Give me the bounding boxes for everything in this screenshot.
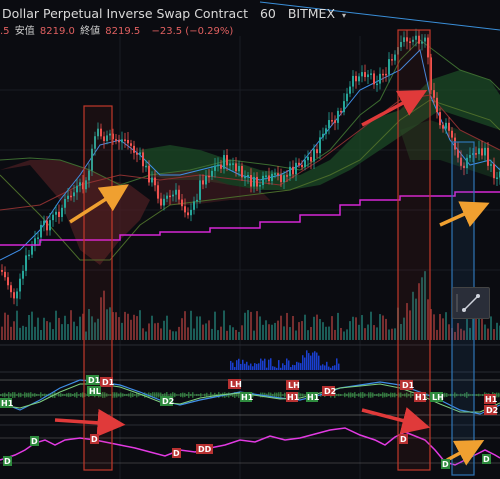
rsi-marker-d-5: D (400, 435, 407, 444)
marker-lh-a: LH (230, 380, 242, 389)
chart-header: Dollar Perpetual Inverse Swap Contract 6… (0, 0, 500, 37)
marker-lh-b: LH (288, 381, 300, 390)
trendline-icon[interactable] (453, 288, 489, 318)
prefix-value: .5 (0, 26, 10, 37)
low-value: 8219.0 (39, 26, 75, 37)
tenkan-line (0, 49, 500, 261)
rsi-marker-d-2: D (4, 457, 11, 466)
marker-h1-b: H1 (241, 393, 254, 402)
marker-d2-b: D2 (324, 387, 336, 396)
close-value: 8219.5 (105, 26, 141, 37)
rsi-marker-d-7: D (483, 455, 490, 464)
exchange-label: BITMEX (287, 6, 336, 21)
drawing-toolbox[interactable] (452, 287, 490, 319)
marker-h1: H1 (1, 399, 14, 408)
arrow-red-1 (361, 90, 428, 127)
cloud-edge-line (0, 39, 500, 186)
marker-d1-a: D1 (88, 376, 101, 385)
price-candles (1, 28, 500, 307)
oscillator-markers: D1 D1 HL H1 D2 LH H1 LH H1 H1 D2 D1 H1 L… (0, 375, 498, 415)
close-label: 終値 (80, 26, 101, 37)
marker-d2-c: D2 (486, 406, 498, 415)
cloud-edge-line-2 (0, 99, 500, 261)
rsi-marker-d-3: D (91, 435, 98, 444)
chevron-down-icon[interactable]: ▾ (342, 11, 347, 20)
marker-d1-b: D1 (102, 378, 115, 387)
arrow-orange-2 (439, 201, 490, 227)
rsi-magenta-line (0, 427, 500, 466)
volume-bars (1, 271, 500, 340)
ichimoku-cloud-green-2 (400, 120, 500, 180)
rsi-marker-dd: DD (198, 445, 212, 454)
rsi-marker-d-4: D (173, 449, 180, 458)
support-step-line (0, 191, 500, 246)
arrow-orange-1 (69, 184, 129, 224)
ohlc-row: .5 安值 8219.0 終値 8219.5 −23.5 (−0.29%) (0, 22, 235, 37)
marker-d2-a: D2 (162, 397, 174, 406)
symbol-title[interactable]: Dollar Perpetual Inverse Swap Contract (2, 6, 248, 21)
top-trend-line (259, 1, 500, 31)
low-label: 安值 (14, 26, 35, 37)
interval-label[interactable]: 60 (259, 6, 276, 21)
marker-d1-c: D1 (402, 381, 415, 390)
highlight-box-red-1 (83, 105, 113, 471)
marker-h1-f: H1 (485, 395, 498, 404)
marker-h1-d: H1 (307, 393, 320, 402)
marker-h1-c: H1 (287, 393, 300, 402)
symbol-title-row[interactable]: Dollar Perpetual Inverse Swap Contract 6… (2, 6, 346, 21)
marker-lh-c: LH (432, 393, 444, 402)
arrow-red-2 (54, 408, 126, 437)
kijun-line (0, 94, 500, 211)
rsi-markers: D D D D DD D D D (3, 434, 491, 469)
marker-hl: HL (89, 387, 101, 396)
arrow-red-3 (361, 407, 431, 435)
arrow-orange-3 (446, 440, 485, 466)
rsi-marker-d-6: D (442, 460, 449, 469)
change-value: −23.5 (−0.29%) (151, 26, 234, 37)
blue-histogram (230, 350, 340, 370)
rsi-marker-d-1: D (31, 437, 38, 446)
marker-h1-e: H1 (415, 393, 428, 402)
